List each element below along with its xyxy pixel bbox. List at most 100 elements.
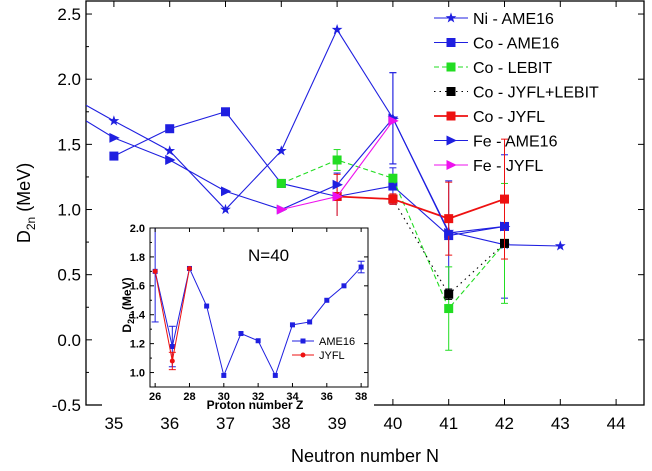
main-legend-item-co-ame16: Co - AME16 bbox=[434, 35, 559, 52]
main-legend-label: Co - LEBIT bbox=[473, 60, 552, 77]
inset-y-tick-label: 2.0 bbox=[130, 223, 145, 235]
inset-point-ame16 bbox=[324, 297, 330, 303]
inset-y-tick-label: 1.8 bbox=[130, 252, 145, 264]
main-x-tick-label: 38 bbox=[272, 414, 291, 433]
main-point-ni-ame16 bbox=[554, 240, 566, 251]
inset-y-tick-label: 1.6 bbox=[130, 281, 145, 293]
main-point-co-ame16 bbox=[109, 151, 119, 161]
main-y-tick-label: 2.0 bbox=[57, 70, 81, 89]
main-x-tick-label: 39 bbox=[328, 414, 347, 433]
main-y-tick-label: 0.0 bbox=[57, 331, 81, 350]
inset-legend-marker bbox=[300, 338, 306, 344]
inset-series-layer bbox=[151, 228, 365, 378]
main-legend-item-fe-ame16: Fe - AME16 bbox=[434, 133, 558, 150]
main-x-tick-label: 36 bbox=[160, 414, 179, 433]
main-y-tick-label: -0.5 bbox=[52, 396, 81, 415]
main-axes: 35 36 37 38 39 40 41 42 43 44-0.50.00.51.01.52.02… bbox=[52, 1, 644, 433]
inset-point-ame16 bbox=[272, 372, 278, 378]
main-point-co-lebit bbox=[388, 173, 398, 183]
main-legend-item-co-lebit: Co - LEBIT bbox=[434, 60, 552, 77]
inset-point-ame16 bbox=[204, 303, 210, 309]
inset-point-jyfl bbox=[152, 268, 158, 274]
main-legend-marker bbox=[446, 135, 457, 146]
inset-point-ame16 bbox=[169, 344, 175, 350]
main-line-co-lebit bbox=[281, 159, 505, 310]
inset-y-tick-label: 1.2 bbox=[130, 338, 145, 350]
inset-legend-item-jyfl: JYFL bbox=[292, 350, 345, 362]
main-legend-item-ni-ame16: Ni - AME16 bbox=[434, 11, 554, 28]
main-legend-marker bbox=[446, 111, 456, 121]
main-point-fe-ame16 bbox=[500, 221, 511, 232]
main-legend-marker bbox=[445, 12, 457, 23]
main-legend-item-co-jyfl-lebit: Co - JYFL+LEBIT bbox=[434, 84, 599, 101]
inset-point-ame16 bbox=[238, 331, 244, 337]
inset-legend-item-ame16: AME16 bbox=[292, 336, 355, 348]
main-x-tick-label: 37 bbox=[216, 414, 235, 433]
main-point-fe-ame16 bbox=[444, 228, 455, 238]
inset-point-ame16 bbox=[358, 264, 364, 270]
inset-point-ame16 bbox=[255, 338, 261, 344]
inset-y-tick-label: 1.4 bbox=[130, 310, 146, 322]
main-point-ni-ame16 bbox=[275, 145, 287, 156]
main-chart: 35 36 37 38 39 40 41 42 43 44-0.50.00.51.01.52.02… bbox=[14, 0, 645, 466]
inset-legend-label: AME16 bbox=[319, 336, 355, 348]
inset-axes: 26 28 30 32 34 36 38 1.0 1.2 1.4 1.6 1.8 2.0 bbox=[130, 223, 368, 403]
main-line-co-ame16 bbox=[113, 111, 505, 237]
main-point-fe-ame16 bbox=[109, 132, 120, 143]
main-series-co-jyfl bbox=[332, 138, 509, 260]
inset-x-tick-label: 26 bbox=[149, 391, 161, 403]
main-legend-label: Fe - AME16 bbox=[473, 133, 558, 150]
main-x-tick-label: 43 bbox=[551, 414, 570, 433]
inset-x-tick-label: 32 bbox=[252, 391, 264, 403]
inset-series-jyfl bbox=[152, 265, 192, 371]
inset-y-axis-label: D2n (MeV) bbox=[120, 277, 136, 332]
main-x-tick-label: 41 bbox=[439, 414, 458, 433]
inset-point-jyfl bbox=[186, 265, 192, 271]
main-x-axis-label: Neutron number N bbox=[291, 446, 439, 466]
inset-chart: 26 28 30 32 34 36 38 1.0 1.2 1.4 1.6 1.8 2.0 N=40 Pr… bbox=[102, 216, 374, 412]
main-legend-marker bbox=[446, 62, 456, 72]
inset-point-ame16 bbox=[289, 322, 295, 328]
main-point-co-lebit bbox=[332, 155, 342, 165]
main-point-fe-ame16 bbox=[332, 179, 343, 190]
main-x-tick-label: 35 bbox=[104, 414, 123, 433]
inset-legend-label: JYFL bbox=[319, 350, 345, 362]
main-legend-marker bbox=[446, 87, 456, 96]
inset-legend: AME16 JYFL bbox=[292, 336, 355, 362]
main-point-ni-ame16 bbox=[220, 203, 231, 215]
main-legend-label: Co - JYFL bbox=[473, 109, 545, 126]
main-point-fe-ame16 bbox=[165, 155, 176, 165]
main-x-tick-label: 42 bbox=[495, 414, 514, 433]
main-point-co-ame16 bbox=[221, 107, 230, 117]
main-legend-item-fe-jyfl: Fe - JYFL bbox=[434, 158, 543, 175]
main-line-co-jyfl bbox=[337, 195, 505, 220]
inset-point-ame16 bbox=[307, 319, 313, 325]
main-point-co-jyfl-lebit bbox=[444, 289, 454, 299]
main-point-ni-ame16 bbox=[108, 115, 120, 126]
main-series-fe-ame16 bbox=[86, 72, 511, 238]
main-y-axis-label: D2n (MeV) bbox=[14, 163, 38, 243]
main-legend-label: Co - AME16 bbox=[473, 35, 559, 52]
main-y-tick-label: 0.5 bbox=[57, 266, 81, 285]
main-legend: Ni - AME16 Co - AME16 Co - LEBIT Co - JYFL+… bbox=[434, 11, 599, 175]
inset-x-tick-label: 28 bbox=[183, 391, 195, 403]
main-point-co-jyfl bbox=[500, 194, 509, 204]
inset-point-ame16 bbox=[221, 372, 227, 378]
main-point-ni-ame16 bbox=[164, 145, 176, 156]
main-point-co-jyfl bbox=[444, 214, 454, 224]
main-legend-marker bbox=[446, 160, 457, 170]
main-point-fe-ame16 bbox=[221, 186, 232, 197]
main-y-tick-label: 1.5 bbox=[57, 135, 81, 154]
main-point-fe-jyfl bbox=[388, 115, 399, 126]
main-series-fe-jyfl bbox=[276, 115, 399, 215]
inset-legend-marker bbox=[300, 352, 306, 358]
inset-x-tick-label: 30 bbox=[218, 391, 230, 403]
inset-title: N=40 bbox=[248, 246, 289, 265]
inset-x-axis-label: Proton number Z bbox=[207, 398, 304, 412]
inset-x-tick-label: 38 bbox=[355, 391, 367, 403]
main-point-co-ame16 bbox=[165, 124, 175, 134]
main-legend-label: Co - JYFL+LEBIT bbox=[473, 84, 599, 101]
main-point-fe-jyfl bbox=[276, 204, 288, 215]
inset-point-jyfl bbox=[169, 358, 175, 364]
